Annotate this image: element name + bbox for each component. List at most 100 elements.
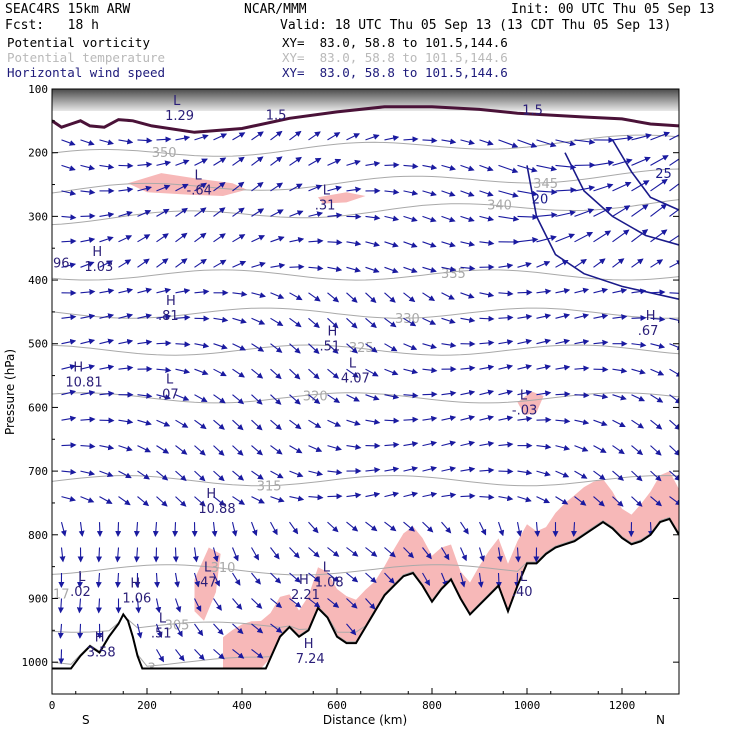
wind-vector bbox=[61, 139, 76, 146]
wind-vector bbox=[270, 547, 280, 560]
stratosphere-shading bbox=[52, 89, 679, 111]
wind-vector bbox=[593, 470, 606, 480]
wind-vector bbox=[251, 648, 264, 659]
wind-vector bbox=[213, 623, 224, 636]
org-label: NCAR/MMM bbox=[244, 2, 307, 17]
wind-vector bbox=[460, 389, 476, 396]
wind-vector bbox=[114, 572, 121, 588]
extremum-type: H bbox=[646, 309, 656, 324]
wind-vector bbox=[137, 234, 151, 243]
wind-vector bbox=[555, 288, 571, 294]
extremum-type: L bbox=[323, 183, 331, 198]
wind-vector bbox=[612, 470, 624, 481]
extremum-type: H bbox=[304, 637, 314, 652]
wind-vector bbox=[137, 392, 153, 399]
wind-vector bbox=[441, 266, 457, 273]
wind-vector bbox=[498, 339, 514, 346]
x-tick-label: 1200 bbox=[609, 699, 636, 712]
wind-vector bbox=[133, 522, 140, 537]
pv-positive-region bbox=[223, 471, 679, 669]
wind-vector bbox=[76, 572, 83, 588]
extremum-type: L bbox=[520, 388, 528, 403]
wind-vector bbox=[57, 623, 64, 639]
wind-vector bbox=[612, 287, 628, 294]
wind-vector bbox=[422, 343, 437, 350]
wind-vector bbox=[175, 207, 188, 217]
wind-vector bbox=[669, 290, 679, 297]
forecast-hour: Fcst: 18 h bbox=[5, 18, 99, 33]
wind-vector bbox=[346, 343, 358, 354]
wind-vector bbox=[61, 314, 77, 321]
wind-vector bbox=[536, 390, 552, 397]
wind-vector bbox=[194, 419, 207, 430]
wind-vector bbox=[403, 266, 418, 274]
wind-vector bbox=[194, 232, 207, 243]
wind-vector bbox=[232, 419, 244, 431]
wind-vector bbox=[460, 415, 476, 421]
extremum-value: 1.06 bbox=[122, 591, 151, 606]
wind-vector bbox=[365, 343, 378, 353]
wind-vector bbox=[441, 415, 457, 422]
wind-vector bbox=[175, 445, 188, 455]
wind-vector bbox=[194, 496, 206, 507]
wind-vector bbox=[155, 623, 163, 639]
wind-vector bbox=[308, 419, 322, 429]
extremum-type: L bbox=[323, 560, 331, 575]
wind-vector bbox=[441, 292, 455, 300]
theta-contour-label: 350 bbox=[152, 146, 177, 161]
wind-vector bbox=[570, 522, 577, 537]
wind-vector bbox=[118, 470, 132, 479]
wind-vector bbox=[194, 182, 208, 192]
wind-vector bbox=[346, 266, 361, 273]
wind-vector bbox=[289, 343, 301, 354]
wind-vector bbox=[498, 495, 514, 502]
wind-vector bbox=[346, 623, 357, 636]
wind-vector bbox=[156, 313, 172, 320]
wind-vector bbox=[631, 156, 651, 166]
x-tick-label: 600 bbox=[327, 699, 347, 712]
wind-vector bbox=[61, 442, 77, 449]
wind-vector bbox=[346, 547, 359, 557]
wind-vector bbox=[460, 265, 476, 272]
wind-vector bbox=[80, 416, 96, 423]
wind-vector bbox=[365, 368, 379, 377]
wind-vector bbox=[479, 467, 495, 474]
wind-vector bbox=[308, 157, 322, 166]
wind-vector bbox=[175, 183, 189, 192]
wind-vector bbox=[78, 522, 85, 537]
wind-vector bbox=[213, 648, 225, 660]
wind-vector bbox=[403, 392, 419, 399]
wind-vector bbox=[498, 262, 514, 269]
model-title: SEAC4RS 15km ARW bbox=[5, 2, 131, 17]
wind-vector bbox=[327, 158, 342, 166]
wind-vector bbox=[346, 572, 359, 583]
wind-vector bbox=[289, 368, 301, 380]
init-time: Init: 00 UTC Thu 05 Sep 13 bbox=[511, 2, 715, 17]
wind-vector bbox=[574, 287, 590, 294]
wind-vector bbox=[194, 288, 210, 295]
wind-vector bbox=[270, 445, 283, 455]
wind-vector bbox=[156, 445, 170, 454]
wind-vector bbox=[441, 440, 457, 447]
wind-vector bbox=[365, 598, 376, 610]
wind-vector bbox=[631, 496, 643, 507]
wind-vector bbox=[232, 648, 245, 659]
wind-vector bbox=[631, 445, 644, 456]
extremum-value: .31 bbox=[315, 198, 336, 213]
wind-vector bbox=[232, 290, 248, 297]
wind-vector bbox=[669, 343, 679, 350]
theta-contour bbox=[52, 516, 679, 576]
wind-vector bbox=[213, 182, 226, 192]
wind-vector bbox=[631, 341, 647, 348]
wind-vector bbox=[327, 266, 343, 272]
wind-vector bbox=[194, 445, 206, 456]
wind-vector bbox=[650, 289, 666, 296]
wind-vector bbox=[232, 317, 247, 324]
wind-vector bbox=[99, 313, 115, 320]
wind-vector bbox=[517, 496, 532, 503]
wind-vector bbox=[669, 208, 679, 217]
wind-vector bbox=[593, 258, 606, 268]
wind-vector bbox=[555, 139, 576, 147]
wind-vector bbox=[365, 134, 380, 141]
wind-vector bbox=[346, 521, 359, 532]
